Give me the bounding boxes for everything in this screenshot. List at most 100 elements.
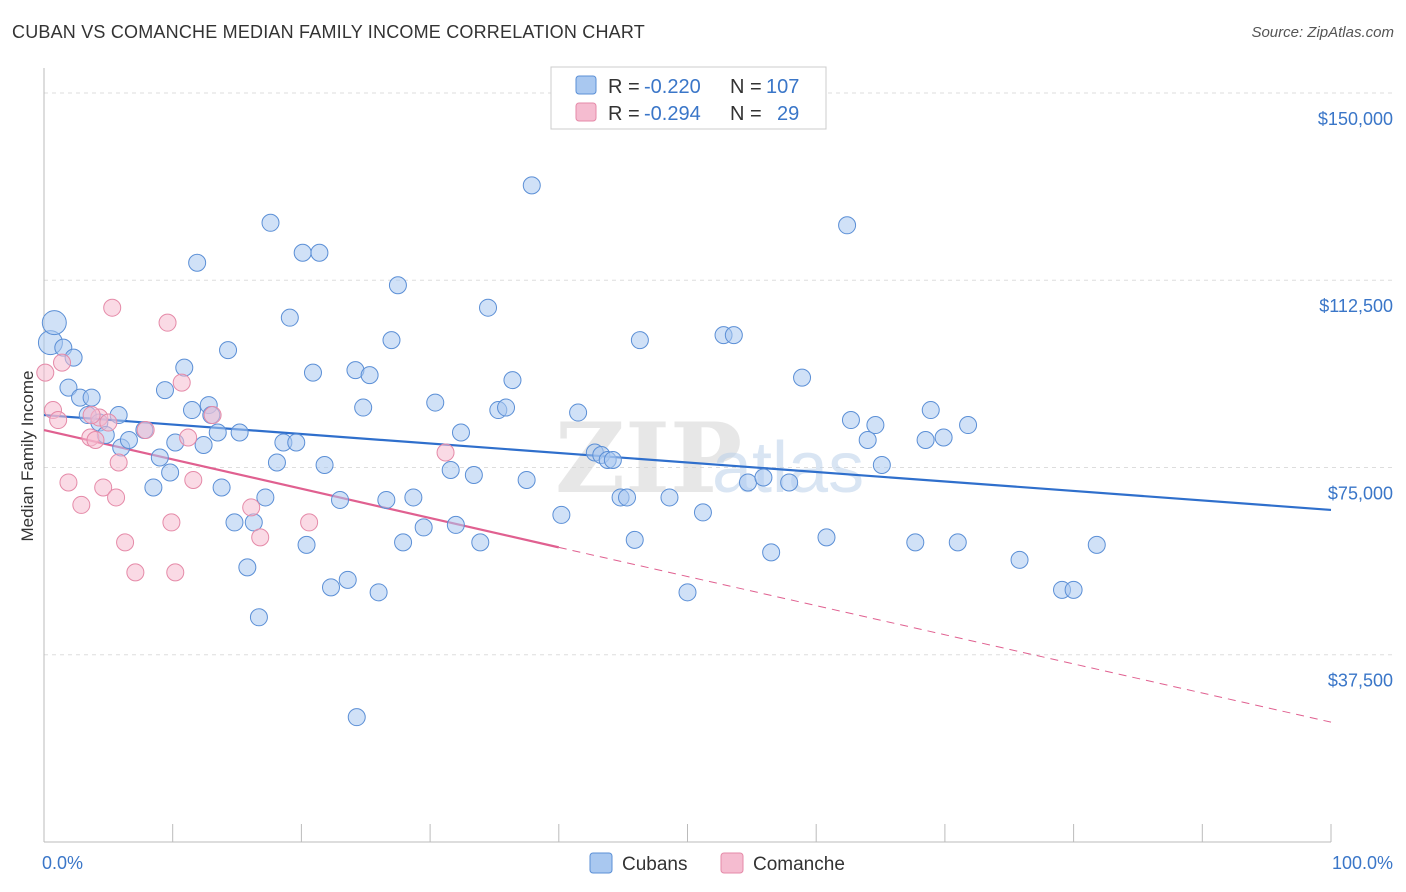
source-credit: Source: ZipAtlas.com bbox=[1251, 24, 1394, 41]
comanche-point-24 bbox=[251, 528, 270, 547]
chart-title: CUBAN VS COMANCHE MEDIAN FAMILY INCOME C… bbox=[12, 22, 645, 42]
comanche-point-14 bbox=[126, 563, 145, 582]
legend-swatch-cubans bbox=[575, 75, 597, 95]
comanche-point-22 bbox=[203, 406, 222, 425]
cubans-point-60 bbox=[451, 423, 470, 442]
cubans-point-93 bbox=[866, 416, 885, 435]
comanche-point-0 bbox=[36, 363, 55, 382]
cubans-point-33 bbox=[256, 488, 275, 507]
bottom-legend-label-comanche: Comanche bbox=[753, 854, 845, 875]
cubans-point-17 bbox=[161, 463, 180, 482]
cubans-point-30 bbox=[238, 558, 257, 577]
watermark: ZIP atlas bbox=[555, 402, 864, 515]
y-axis-label: Median Family Income bbox=[18, 370, 37, 541]
cubans-point-1 bbox=[41, 310, 67, 336]
trendline-comanche-dashed-2 bbox=[558, 546, 1332, 723]
cubans-point-84 bbox=[738, 473, 757, 492]
legend-r-label-comanche: R = bbox=[608, 103, 640, 125]
comanche-point-13 bbox=[103, 298, 122, 317]
comanche-point-28 bbox=[86, 431, 105, 450]
bottom-legend-swatch-comanche bbox=[720, 852, 744, 874]
cubans-point-91 bbox=[841, 411, 860, 430]
cubans-point-97 bbox=[921, 401, 940, 420]
y-tick-label-3: $150,000 bbox=[1318, 109, 1393, 129]
cubans-point-48 bbox=[354, 398, 373, 417]
cubans-point-68 bbox=[522, 176, 541, 195]
cubans-point-104 bbox=[1087, 535, 1106, 554]
cubans-point-59 bbox=[446, 515, 465, 534]
cubans-point-26 bbox=[212, 478, 231, 497]
cubans-point-98 bbox=[934, 428, 953, 447]
cubans-point-74 bbox=[603, 450, 622, 469]
comanche-point-19 bbox=[172, 373, 191, 392]
cubans-point-95 bbox=[906, 533, 925, 552]
cubans-point-22 bbox=[194, 436, 213, 455]
cubans-point-12 bbox=[119, 431, 138, 450]
legend-n-value-cubans: 107 bbox=[766, 76, 799, 98]
cubans-point-92 bbox=[858, 431, 877, 450]
cubans-point-25 bbox=[208, 423, 227, 442]
cubans-point-52 bbox=[382, 331, 401, 350]
cubans-point-67 bbox=[517, 470, 536, 489]
cubans-point-83 bbox=[724, 326, 743, 345]
y-tick-label-1: $75,000 bbox=[1328, 483, 1393, 503]
comanche-point-2 bbox=[49, 411, 68, 430]
axes-layer bbox=[43, 68, 1332, 843]
cubans-point-80 bbox=[678, 583, 697, 602]
cubans-point-21 bbox=[188, 253, 207, 272]
bottom-legend-swatch-cubans bbox=[589, 852, 613, 874]
comanche-point-25 bbox=[300, 513, 319, 532]
cubans-point-43 bbox=[315, 455, 334, 474]
legend-r-label-cubans: R = bbox=[608, 76, 640, 98]
cubans-point-88 bbox=[793, 368, 812, 387]
comanche-point-17 bbox=[162, 513, 181, 532]
cubans-point-65 bbox=[497, 398, 516, 417]
cubans-point-31 bbox=[244, 513, 263, 532]
cubans-point-56 bbox=[414, 518, 433, 537]
cubans-point-44 bbox=[322, 578, 341, 597]
cubans-point-90 bbox=[838, 216, 857, 235]
comanche-point-21 bbox=[184, 470, 203, 489]
cubans-point-41 bbox=[303, 363, 322, 382]
cubans-point-105 bbox=[347, 708, 366, 727]
cubans-point-61 bbox=[464, 465, 483, 484]
bottom-legend: Cubans Comanche bbox=[589, 852, 845, 875]
cubans-point-46 bbox=[338, 570, 357, 589]
cubans-point-19 bbox=[175, 358, 194, 377]
watermark-atlas: atlas bbox=[712, 428, 864, 508]
cubans-point-76 bbox=[618, 488, 637, 507]
comanche-point-27 bbox=[82, 406, 101, 425]
cubans-point-45 bbox=[331, 490, 350, 509]
cubans-point-29 bbox=[230, 423, 249, 442]
cubans-point-78 bbox=[630, 331, 649, 350]
cubans-point-32 bbox=[249, 608, 268, 627]
comanche-point-9 bbox=[99, 413, 118, 432]
cubans-point-53 bbox=[388, 276, 407, 295]
legend-r-value-cubans: -0.220 bbox=[644, 76, 701, 98]
cubans-point-86 bbox=[762, 543, 781, 562]
cubans-point-89 bbox=[817, 528, 836, 547]
comanche-point-20 bbox=[179, 428, 198, 447]
cubans-point-42 bbox=[310, 243, 329, 262]
bottom-legend-label-cubans: Cubans bbox=[622, 854, 688, 875]
legend-n-value-comanche: 29 bbox=[777, 103, 799, 125]
trendline-cubans-solid-0 bbox=[43, 413, 1332, 512]
cubans-point-14 bbox=[150, 448, 169, 467]
cubans-point-99 bbox=[948, 533, 967, 552]
cubans-point-87 bbox=[780, 473, 799, 492]
comanche-point-15 bbox=[136, 421, 155, 440]
cubans-point-63 bbox=[479, 298, 498, 317]
cubans-point-15 bbox=[144, 478, 163, 497]
cubans-point-4 bbox=[59, 378, 78, 397]
comanche-point-10 bbox=[107, 488, 126, 507]
cubans-point-6 bbox=[82, 388, 101, 407]
comanche-point-23 bbox=[242, 498, 261, 517]
cubans-point-58 bbox=[441, 460, 460, 479]
comanche-point-3 bbox=[53, 353, 72, 372]
cubans-point-79 bbox=[660, 488, 679, 507]
points-layer bbox=[36, 176, 1106, 727]
cubans-point-55 bbox=[404, 488, 423, 507]
cubans-point-66 bbox=[503, 371, 522, 390]
cubans-point-57 bbox=[426, 393, 445, 412]
y-tick-label-0: $37,500 bbox=[1328, 671, 1393, 691]
